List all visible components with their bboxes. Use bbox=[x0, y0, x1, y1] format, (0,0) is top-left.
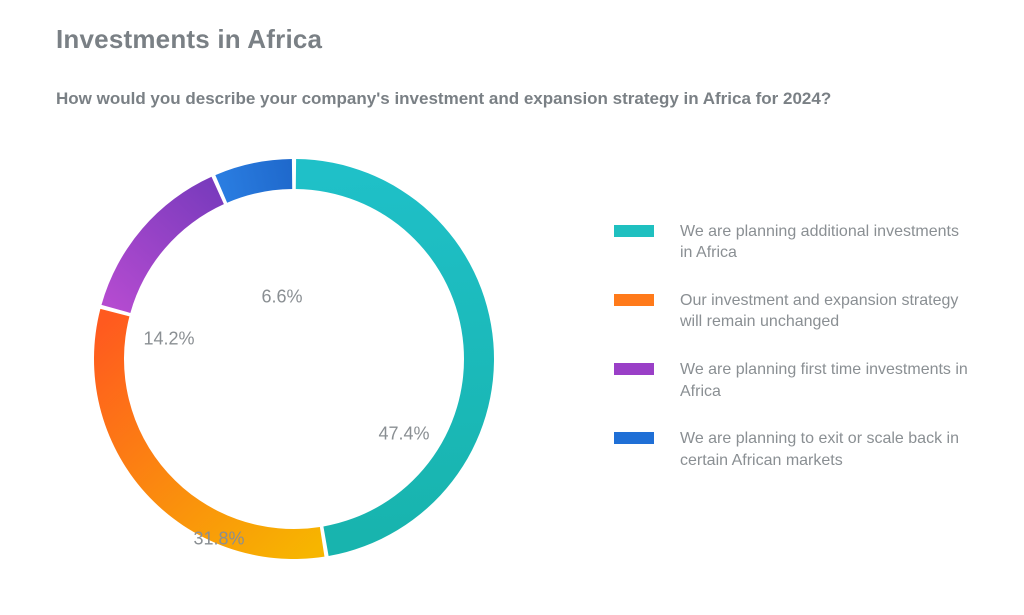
legend-swatch bbox=[614, 363, 654, 375]
legend-text: We are planning to exit or scale back in… bbox=[680, 428, 968, 471]
page-root: Investments in Africa How would you desc… bbox=[0, 0, 1024, 615]
donut-slice bbox=[296, 159, 494, 556]
legend-swatch bbox=[614, 432, 654, 444]
donut-slice bbox=[215, 159, 292, 203]
legend-text: We are planning first time investments i… bbox=[680, 359, 968, 402]
slice-percent-label: 6.6% bbox=[261, 287, 302, 308]
legend-swatch bbox=[614, 225, 654, 237]
legend-item: Our investment and expansion strategy wi… bbox=[614, 290, 968, 333]
page-title: Investments in Africa bbox=[56, 24, 968, 55]
legend-item: We are planning to exit or scale back in… bbox=[614, 428, 968, 471]
content-row: 47.4% 31.8% 14.2% 6.6% We are planning addi… bbox=[56, 139, 968, 579]
donut-slice bbox=[101, 177, 223, 313]
slice-percent-label: 14.2% bbox=[143, 329, 194, 350]
donut-chart: 47.4% 31.8% 14.2% 6.6% bbox=[74, 139, 514, 579]
slice-percent-label: 31.8% bbox=[193, 529, 244, 550]
slice-percent-label: 47.4% bbox=[378, 424, 429, 445]
legend-text: We are planning additional investments i… bbox=[680, 221, 968, 264]
donut-slice bbox=[94, 309, 324, 559]
legend: We are planning additional investments i… bbox=[614, 221, 968, 498]
legend-text: Our investment and expansion strategy wi… bbox=[680, 290, 968, 333]
legend-item: We are planning first time investments i… bbox=[614, 359, 968, 402]
survey-question: How would you describe your company's in… bbox=[56, 89, 968, 109]
legend-item: We are planning additional investments i… bbox=[614, 221, 968, 264]
legend-swatch bbox=[614, 294, 654, 306]
